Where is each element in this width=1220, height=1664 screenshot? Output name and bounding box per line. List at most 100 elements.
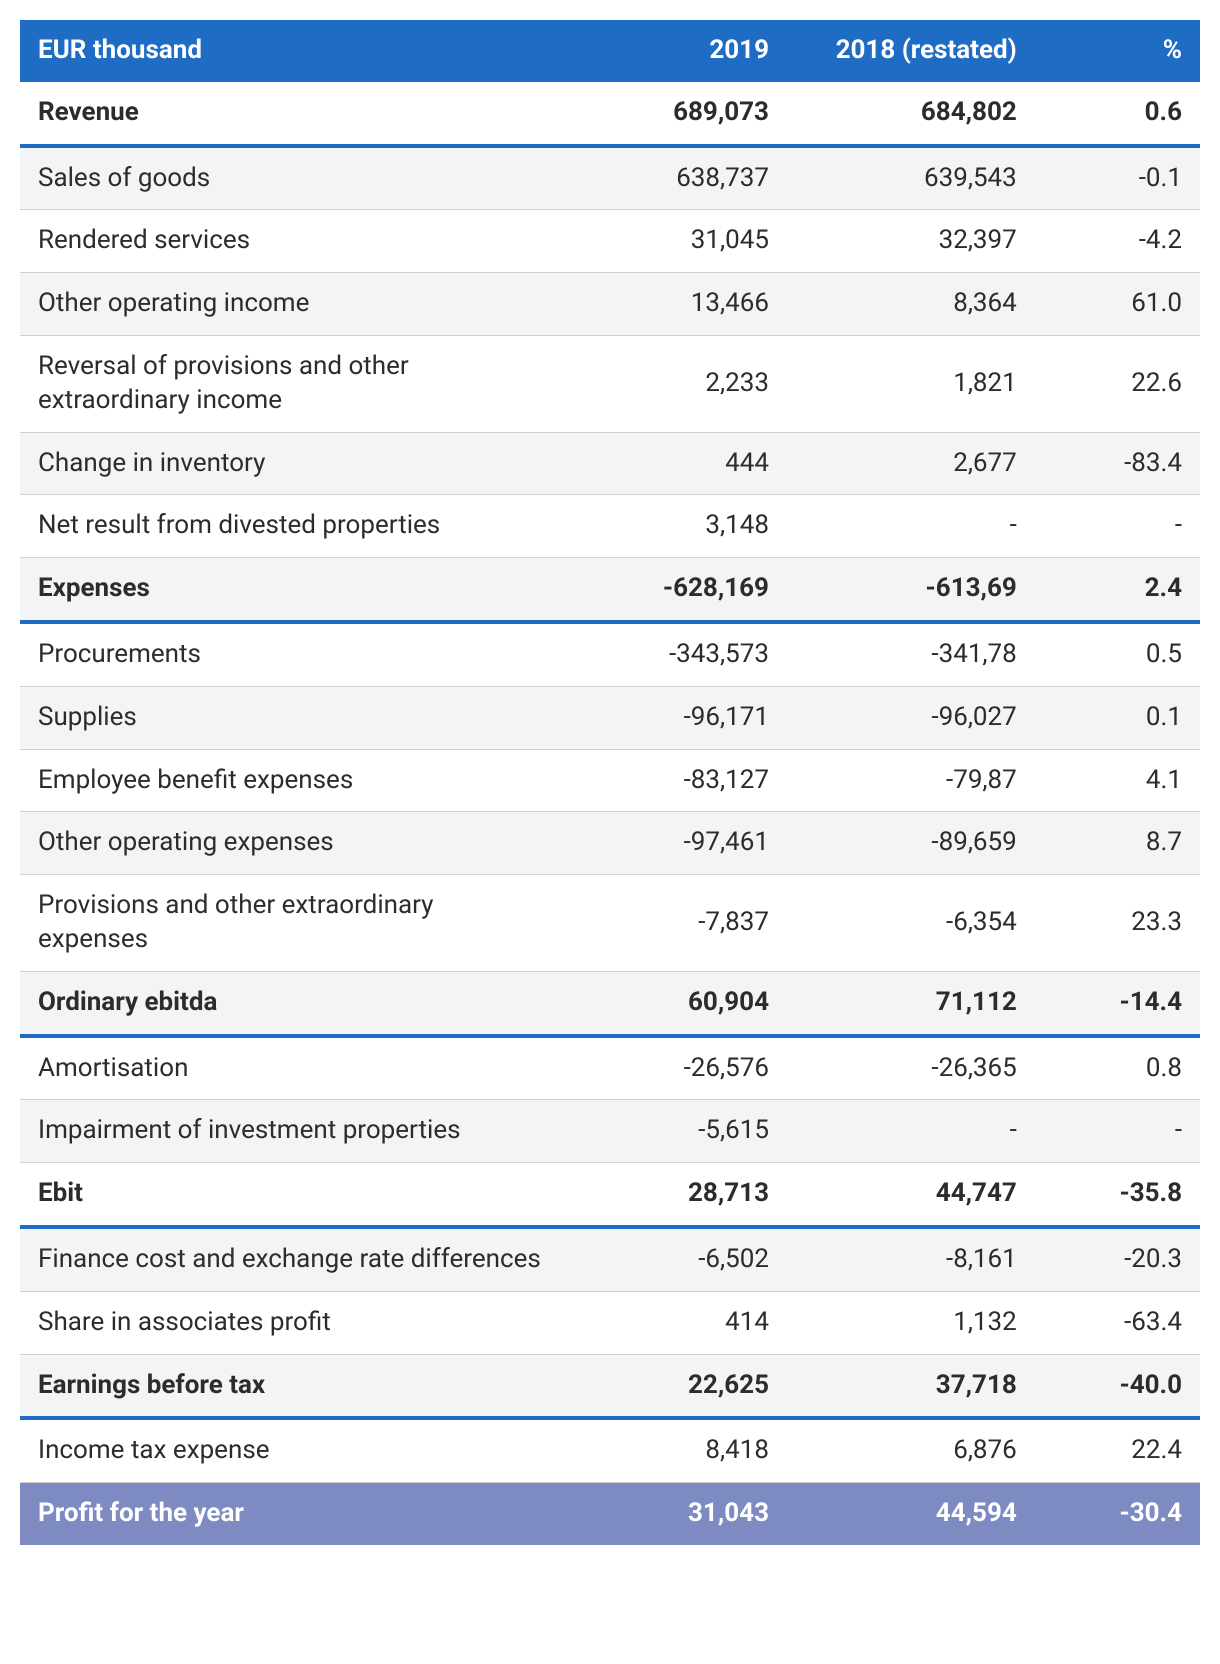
col-header-2018: 2018 (restated) [787, 20, 1035, 82]
cell-2018: -341,78 [787, 622, 1035, 686]
table-row: Finance cost and exchange rate differenc… [20, 1227, 1200, 1291]
cell-pct: 8.7 [1035, 812, 1200, 875]
cell-2018: 1,821 [787, 335, 1035, 432]
cell-2019: 3,148 [563, 495, 787, 558]
cell-pct: -4.2 [1035, 210, 1200, 273]
cell-2019: 28,713 [563, 1163, 787, 1227]
table-row: Rendered services31,04532,397-4.2 [20, 210, 1200, 273]
financial-table-container: EUR thousand 2019 2018 (restated) % Reve… [20, 20, 1200, 1545]
cell-pct: - [1035, 495, 1200, 558]
cell-label: Ebit [20, 1163, 563, 1227]
cell-label: Rendered services [20, 210, 563, 273]
cell-2018: -79,87 [787, 749, 1035, 812]
cell-2018: 8,364 [787, 273, 1035, 336]
cell-label: Reversal of provisions and other extraor… [20, 335, 563, 432]
cell-2018: -26,365 [787, 1036, 1035, 1100]
table-row: Amortisation-26,576-26,3650.8 [20, 1036, 1200, 1100]
cell-2018: - [787, 495, 1035, 558]
cell-2019: -5,615 [563, 1100, 787, 1163]
cell-label: Change in inventory [20, 432, 563, 495]
cell-label: Impairment of investment properties [20, 1100, 563, 1163]
cell-2019: 414 [563, 1291, 787, 1354]
cell-pct: -14.4 [1035, 971, 1200, 1035]
table-row: Expenses-628,169-613,692.4 [20, 558, 1200, 622]
cell-label: Share in associates profit [20, 1291, 563, 1354]
cell-2018: 6,876 [787, 1418, 1035, 1482]
cell-label: Finance cost and exchange rate differenc… [20, 1227, 563, 1291]
cell-2019: -83,127 [563, 749, 787, 812]
cell-2018: -613,69 [787, 558, 1035, 622]
cell-pct: 0.8 [1035, 1036, 1200, 1100]
cell-pct: 2.4 [1035, 558, 1200, 622]
cell-2018: -6,354 [787, 875, 1035, 972]
cell-label: Expenses [20, 558, 563, 622]
table-row: Revenue689,073684,8020.6 [20, 82, 1200, 146]
cell-2018: - [787, 1100, 1035, 1163]
cell-2019: 2,233 [563, 335, 787, 432]
cell-2018: -8,161 [787, 1227, 1035, 1291]
table-row: Provisions and other extraordinary expen… [20, 875, 1200, 972]
table-row: Ordinary ebitda60,90471,112-14.4 [20, 971, 1200, 1035]
footer-label: Profit for the year [20, 1483, 563, 1545]
table-row: Sales of goods638,737639,543-0.1 [20, 146, 1200, 210]
cell-2018: 32,397 [787, 210, 1035, 273]
cell-2019: 689,073 [563, 82, 787, 146]
cell-2019: 22,625 [563, 1354, 787, 1418]
cell-2019: 638,737 [563, 146, 787, 210]
table-footer-row: Profit for the year31,04344,594-30.4 [20, 1483, 1200, 1545]
col-header-pct: % [1035, 20, 1200, 82]
cell-label: Provisions and other extraordinary expen… [20, 875, 563, 972]
footer-2019: 31,043 [563, 1483, 787, 1545]
cell-pct: 23.3 [1035, 875, 1200, 972]
cell-2019: -26,576 [563, 1036, 787, 1100]
cell-pct: -0.1 [1035, 146, 1200, 210]
table-row: Procurements-343,573-341,780.5 [20, 622, 1200, 686]
table-row: Employee benefit expenses-83,127-79,874.… [20, 749, 1200, 812]
table-header-row: EUR thousand 2019 2018 (restated) % [20, 20, 1200, 82]
cell-2019: 444 [563, 432, 787, 495]
cell-2018: 1,132 [787, 1291, 1035, 1354]
table-row: Other operating income13,4668,36461.0 [20, 273, 1200, 336]
table-row: Reversal of provisions and other extraor… [20, 335, 1200, 432]
cell-label: Income tax expense [20, 1418, 563, 1482]
table-row: Earnings before tax22,62537,718-40.0 [20, 1354, 1200, 1418]
cell-2019: -343,573 [563, 622, 787, 686]
cell-pct: 0.1 [1035, 686, 1200, 749]
col-header-label: EUR thousand [20, 20, 563, 82]
table-row: Share in associates profit4141,132-63.4 [20, 1291, 1200, 1354]
cell-pct: 61.0 [1035, 273, 1200, 336]
footer-pct: -30.4 [1035, 1483, 1200, 1545]
cell-2018: 71,112 [787, 971, 1035, 1035]
cell-pct: 0.5 [1035, 622, 1200, 686]
col-header-2019: 2019 [563, 20, 787, 82]
cell-2019: -7,837 [563, 875, 787, 972]
table-body: Revenue689,073684,8020.6Sales of goods63… [20, 82, 1200, 1545]
table-row: Change in inventory4442,677-83.4 [20, 432, 1200, 495]
cell-pct: -20.3 [1035, 1227, 1200, 1291]
table-row: Impairment of investment properties-5,61… [20, 1100, 1200, 1163]
cell-2019: -97,461 [563, 812, 787, 875]
cell-2019: -6,502 [563, 1227, 787, 1291]
cell-pct: - [1035, 1100, 1200, 1163]
cell-pct: 4.1 [1035, 749, 1200, 812]
cell-pct: -63.4 [1035, 1291, 1200, 1354]
table-row: Supplies-96,171-96,0270.1 [20, 686, 1200, 749]
cell-2019: -96,171 [563, 686, 787, 749]
cell-2019: 31,045 [563, 210, 787, 273]
cell-label: Amortisation [20, 1036, 563, 1100]
cell-2018: 2,677 [787, 432, 1035, 495]
cell-label: Sales of goods [20, 146, 563, 210]
cell-label: Supplies [20, 686, 563, 749]
cell-label: Procurements [20, 622, 563, 686]
cell-label: Employee benefit expenses [20, 749, 563, 812]
table-row: Other operating expenses-97,461-89,6598.… [20, 812, 1200, 875]
cell-2019: 60,904 [563, 971, 787, 1035]
table-header: EUR thousand 2019 2018 (restated) % [20, 20, 1200, 82]
table-row: Income tax expense8,4186,87622.4 [20, 1418, 1200, 1482]
cell-2019: 13,466 [563, 273, 787, 336]
cell-pct: 0.6 [1035, 82, 1200, 146]
cell-pct: 22.4 [1035, 1418, 1200, 1482]
cell-pct: -40.0 [1035, 1354, 1200, 1418]
cell-2018: 37,718 [787, 1354, 1035, 1418]
cell-pct: -35.8 [1035, 1163, 1200, 1227]
